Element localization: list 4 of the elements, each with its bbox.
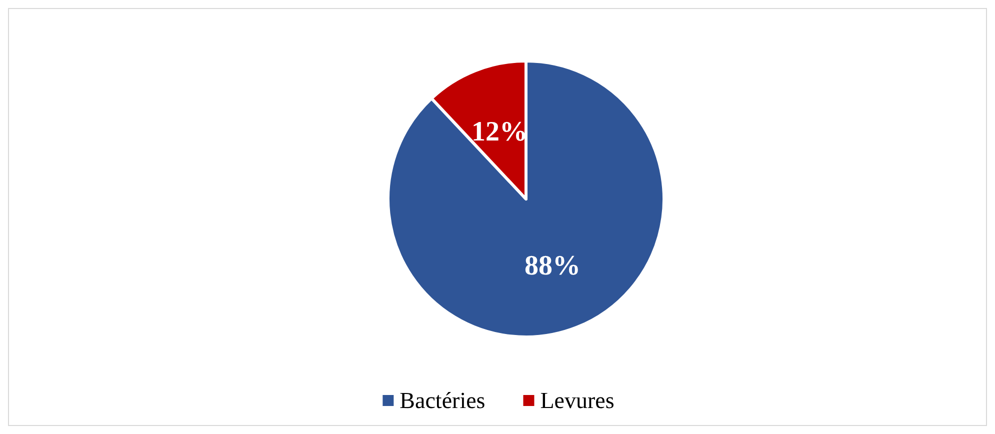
legend-label: Levures — [540, 388, 614, 413]
data-label: 88% — [524, 250, 581, 282]
data-label: 12% — [471, 116, 528, 148]
legend-label: Bactéries — [400, 388, 486, 413]
